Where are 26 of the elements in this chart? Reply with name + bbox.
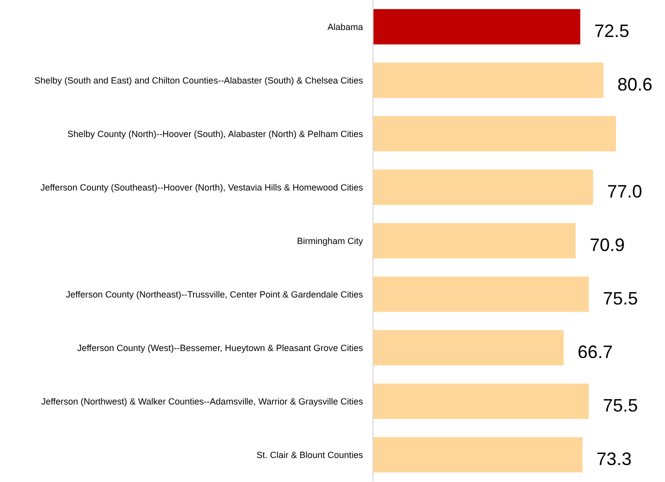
y-tick-label: Shelby (South and East) and Chilton Counties--Alabaster (South) & Chelsea Cities [34, 75, 364, 86]
y-tick-label: Alabama [327, 22, 363, 32]
data-label: 80.6 [617, 74, 652, 95]
bar [373, 170, 594, 205]
data-label: 75.5 [602, 288, 638, 309]
data-label: 66.7 [578, 342, 613, 362]
data-label: 73.3 [596, 449, 632, 470]
bar [373, 9, 580, 44]
data-label: 70.9 [590, 235, 625, 256]
data-label: 75.5 [602, 396, 638, 416]
y-tick-label: Jefferson (Northwest) & Walker Counties--Adamsville, Warrior & Graysville Cities [41, 396, 364, 406]
y-tick-label: Shelby County (North)--Hoover (South), Alabaster (North) & Pelham Cities [67, 128, 364, 139]
bar [373, 437, 583, 472]
bar [373, 116, 616, 152]
bar [373, 384, 589, 419]
bar [373, 62, 604, 98]
bar [373, 330, 564, 366]
y-tick-label: Jefferson County (Northeast)--Trussville, Center Point & Gardendale Cities [66, 289, 364, 300]
bar [373, 276, 589, 312]
y-tick-label: St. Clair & Blount Counties [256, 450, 364, 460]
y-tick-label: Jefferson County (West)--Bessemer, Hueytown & Pleasant Grove Cities [77, 342, 364, 353]
data-label: 77.0 [607, 182, 642, 202]
y-tick-label: Jefferson County (Southeast)--Hoover (North), Vestavia Hills & Homewood Cities [40, 182, 364, 192]
y-tick-label: Birmingham City [296, 236, 364, 246]
data-label: 72.5 [594, 21, 630, 42]
bar [373, 223, 576, 258]
